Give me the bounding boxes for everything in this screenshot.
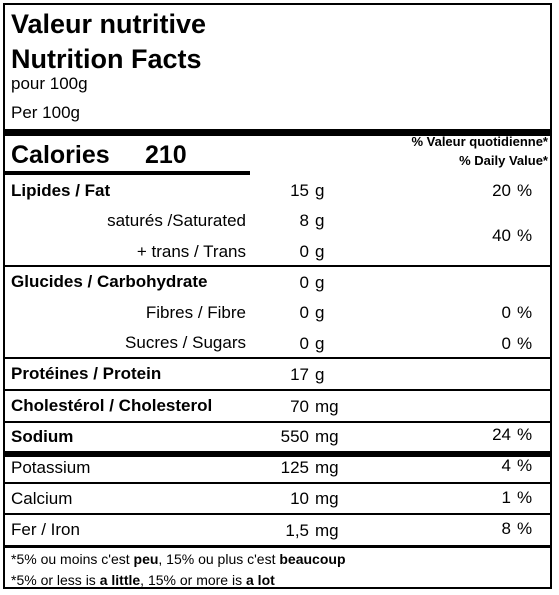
iron-label: Fer / Iron: [11, 520, 80, 539]
divider-iron: [5, 513, 550, 515]
divider-footnote: [5, 545, 550, 548]
iron-unit: mg: [315, 521, 339, 540]
calcium-dv-unit: %: [517, 488, 533, 507]
calcium-amount: 10: [290, 489, 309, 508]
cholesterol-label: Cholestérol / Cholesterol: [11, 396, 213, 415]
calcium-unit: mg: [315, 489, 339, 508]
trans-label: + trans / Trans: [136, 242, 246, 261]
title-french: Valeur nutritive: [11, 9, 207, 39]
iron-dv-unit: %: [517, 519, 533, 538]
calories-value: 210: [145, 141, 187, 169]
footnote-english-part1: *5% or less is: [11, 572, 100, 588]
carb-label: Glucides / Carbohydrate: [11, 272, 208, 291]
sodium-unit: mg: [315, 427, 339, 446]
footnote-french-part1: *5% ou moins c'est: [11, 551, 134, 567]
sodium-dv: 24: [492, 425, 511, 444]
protein-amount: 17: [290, 365, 309, 384]
divider-carb: [5, 265, 550, 267]
sodium-label: Sodium: [11, 427, 74, 446]
sugars-amount: 0: [299, 334, 309, 353]
potassium-dv: 4: [501, 456, 511, 475]
potassium-amount: 125: [280, 458, 309, 477]
divider-calcium: [5, 482, 550, 484]
trans-amount: 0: [299, 242, 309, 261]
sugars-dv-unit: %: [517, 334, 533, 353]
dv-header-english: % Daily Value*: [459, 153, 548, 168]
cholesterol-amount: 70: [290, 397, 309, 416]
potassium-dv-unit: %: [517, 456, 533, 475]
iron-dv: 8: [501, 519, 511, 538]
protein-unit: g: [315, 365, 325, 384]
potassium-unit: mg: [315, 458, 339, 477]
footnote-english: *5% or less is a little, 15% or more is …: [11, 571, 275, 589]
iron-amount: 1,5: [285, 521, 309, 540]
footnote-french: *5% ou moins c'est peu, 15% ou plus c'es…: [11, 550, 346, 568]
divider-protein: [5, 357, 550, 359]
serving-english: Per 100g: [11, 103, 80, 122]
footnote-french-part3: , 15% ou plus c'est: [158, 551, 280, 567]
sodium-amount: 550: [280, 427, 309, 446]
cholesterol-unit: mg: [315, 397, 339, 416]
footnote-english-lot: a lot: [246, 572, 275, 588]
divider-sodium: [5, 421, 550, 423]
carb-unit: g: [315, 273, 325, 292]
thick-divider-minerals: [5, 451, 550, 457]
footnote-english-part3: , 15% or more is: [140, 572, 246, 588]
fibre-dv-unit: %: [517, 303, 533, 322]
sat-trans-dv: 40: [492, 226, 511, 245]
fat-dv-unit: %: [517, 181, 533, 200]
fibre-amount: 0: [299, 303, 309, 322]
saturated-unit: g: [315, 211, 325, 230]
fibre-dv: 0: [501, 303, 511, 322]
thick-divider-top: [5, 129, 550, 136]
dv-header-french: % Valeur quotidienne*: [411, 134, 548, 149]
fat-label: Lipides / Fat: [11, 181, 111, 200]
serving-french: pour 100g: [11, 74, 88, 93]
fat-unit: g: [315, 181, 325, 200]
sodium-dv-unit: %: [517, 425, 533, 444]
saturated-label: saturés /Saturated: [107, 211, 246, 230]
saturated-amount: 8: [299, 211, 309, 230]
footnote-french-lot: beaucoup: [279, 551, 346, 567]
fat-amount: 15: [290, 181, 309, 200]
sat-trans-dv-unit: %: [517, 226, 533, 245]
sugars-dv: 0: [501, 334, 511, 353]
calories-underline: [5, 171, 250, 175]
sugars-label: Sucres / Sugars: [125, 333, 246, 352]
fibre-unit: g: [315, 303, 325, 322]
calories-label: Calories: [11, 141, 110, 169]
footnote-english-little: a little: [99, 572, 141, 588]
carb-amount: 0: [299, 273, 309, 292]
title-english: Nutrition Facts: [11, 44, 202, 74]
potassium-label: Potassium: [11, 458, 91, 477]
fat-dv: 20: [492, 181, 511, 200]
fibre-label: Fibres / Fibre: [145, 303, 246, 322]
sugars-unit: g: [315, 334, 325, 353]
protein-label: Protéines / Protein: [11, 364, 162, 383]
divider-cholesterol: [5, 389, 550, 391]
nutrition-facts-panel: Valeur nutritive Nutrition Facts pour 10…: [3, 3, 552, 589]
trans-unit: g: [315, 242, 325, 261]
calcium-dv: 1: [501, 488, 511, 507]
footnote-french-little: peu: [133, 551, 159, 567]
calcium-label: Calcium: [11, 489, 73, 508]
